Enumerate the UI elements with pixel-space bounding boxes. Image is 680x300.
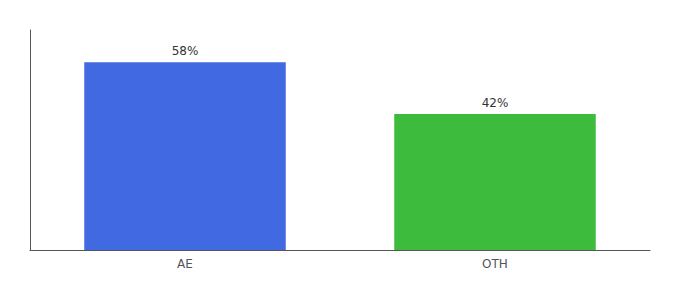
svg-text:58%: 58% — [172, 44, 199, 58]
svg-text:42%: 42% — [482, 96, 509, 110]
svg-text:OTH: OTH — [482, 257, 508, 271]
svg-text:AE: AE — [177, 257, 193, 271]
